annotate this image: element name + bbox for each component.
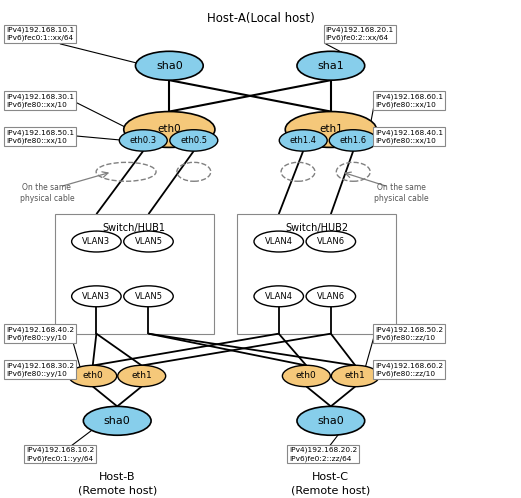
Text: IPv4)192.168.20.2
IPv6)fe0:2::zz/64: IPv4)192.168.20.2 IPv6)fe0:2::zz/64 — [289, 447, 357, 462]
Ellipse shape — [119, 130, 167, 151]
Text: Host-C: Host-C — [312, 472, 350, 482]
Text: VLAN6: VLAN6 — [317, 292, 345, 301]
Text: IPv4)192.168.60.2
IPv6)fe80::zz/10: IPv4)192.168.60.2 IPv6)fe80::zz/10 — [375, 362, 443, 377]
Text: On the same
physical cable: On the same physical cable — [20, 183, 74, 203]
Text: eth0: eth0 — [157, 124, 181, 134]
Text: VLAN4: VLAN4 — [265, 292, 293, 301]
Text: sha0: sha0 — [156, 61, 183, 71]
Text: sha0: sha0 — [317, 416, 344, 426]
Text: eth1: eth1 — [345, 372, 366, 380]
Text: VLAN3: VLAN3 — [82, 237, 110, 246]
Text: eth0.5: eth0.5 — [180, 136, 207, 145]
Ellipse shape — [123, 231, 173, 252]
Ellipse shape — [72, 231, 121, 252]
Text: eth1.6: eth1.6 — [340, 136, 367, 145]
Ellipse shape — [297, 406, 365, 435]
Ellipse shape — [306, 286, 355, 307]
Text: sha0: sha0 — [104, 416, 131, 426]
Text: IPv4)192.168.30.2
IPv6)fe80::yy/10: IPv4)192.168.30.2 IPv6)fe80::yy/10 — [6, 362, 75, 377]
Text: Host-B: Host-B — [99, 472, 135, 482]
Text: eth0: eth0 — [82, 372, 103, 380]
Text: (Remote host): (Remote host) — [291, 486, 370, 496]
Text: eth0: eth0 — [296, 372, 317, 380]
Text: Host-A(Local host): Host-A(Local host) — [207, 12, 314, 25]
Text: VLAN6: VLAN6 — [317, 237, 345, 246]
Ellipse shape — [254, 231, 303, 252]
Text: IPv4)192.168.40.2
IPv6)fe80::yy/10: IPv4)192.168.40.2 IPv6)fe80::yy/10 — [6, 326, 75, 341]
Ellipse shape — [331, 366, 379, 386]
Text: IPv4)192.168.10.1
IPv6)fec0:1::xx/64: IPv4)192.168.10.1 IPv6)fec0:1::xx/64 — [6, 26, 75, 41]
Ellipse shape — [72, 286, 121, 307]
Text: On the same
physical cable: On the same physical cable — [374, 183, 428, 203]
Text: IPv4)192.168.10.2
IPv6)fec0:1::yy/64: IPv4)192.168.10.2 IPv6)fec0:1::yy/64 — [26, 447, 94, 462]
Ellipse shape — [286, 112, 376, 147]
Text: VLAN4: VLAN4 — [265, 237, 293, 246]
Text: IPv4)192.168.40.1
IPv6)fe80::xx/10: IPv4)192.168.40.1 IPv6)fe80::xx/10 — [375, 129, 443, 144]
Text: IPv4)192.168.50.2
IPv6)fe80::zz/10: IPv4)192.168.50.2 IPv6)fe80::zz/10 — [375, 326, 443, 341]
Ellipse shape — [135, 51, 203, 80]
Text: eth1: eth1 — [319, 124, 343, 134]
FancyBboxPatch shape — [55, 214, 214, 334]
FancyBboxPatch shape — [237, 214, 396, 334]
Ellipse shape — [69, 366, 117, 386]
Ellipse shape — [306, 231, 355, 252]
Text: IPv4)192.168.60.1
IPv6)fe80::xx/10: IPv4)192.168.60.1 IPv6)fe80::xx/10 — [375, 93, 443, 108]
Ellipse shape — [118, 366, 166, 386]
Ellipse shape — [83, 406, 151, 435]
Text: IPv4)192.168.50.1
IPv6)fe80::xx/10: IPv4)192.168.50.1 IPv6)fe80::xx/10 — [6, 129, 75, 144]
Ellipse shape — [329, 130, 377, 151]
Ellipse shape — [124, 112, 215, 147]
Text: IPv4)192.168.20.1
IPv6)fe0:2::xx/64: IPv4)192.168.20.1 IPv6)fe0:2::xx/64 — [326, 26, 394, 41]
Text: Switch/HUB2: Switch/HUB2 — [285, 223, 348, 233]
Ellipse shape — [254, 286, 303, 307]
Ellipse shape — [282, 366, 330, 386]
Text: IPv4)192.168.30.1
IPv6)fe80::xx/10: IPv4)192.168.30.1 IPv6)fe80::xx/10 — [6, 93, 75, 108]
Ellipse shape — [279, 130, 327, 151]
Text: eth0.3: eth0.3 — [130, 136, 157, 145]
Text: (Remote host): (Remote host) — [78, 486, 157, 496]
Text: VLAN3: VLAN3 — [82, 292, 110, 301]
Ellipse shape — [170, 130, 218, 151]
Text: VLAN5: VLAN5 — [134, 292, 163, 301]
Text: eth1.4: eth1.4 — [290, 136, 317, 145]
Ellipse shape — [123, 286, 173, 307]
Text: eth1: eth1 — [131, 372, 152, 380]
Text: Switch/HUB1: Switch/HUB1 — [103, 223, 166, 233]
Text: sha1: sha1 — [317, 61, 344, 71]
Ellipse shape — [297, 51, 365, 80]
Text: VLAN5: VLAN5 — [134, 237, 163, 246]
